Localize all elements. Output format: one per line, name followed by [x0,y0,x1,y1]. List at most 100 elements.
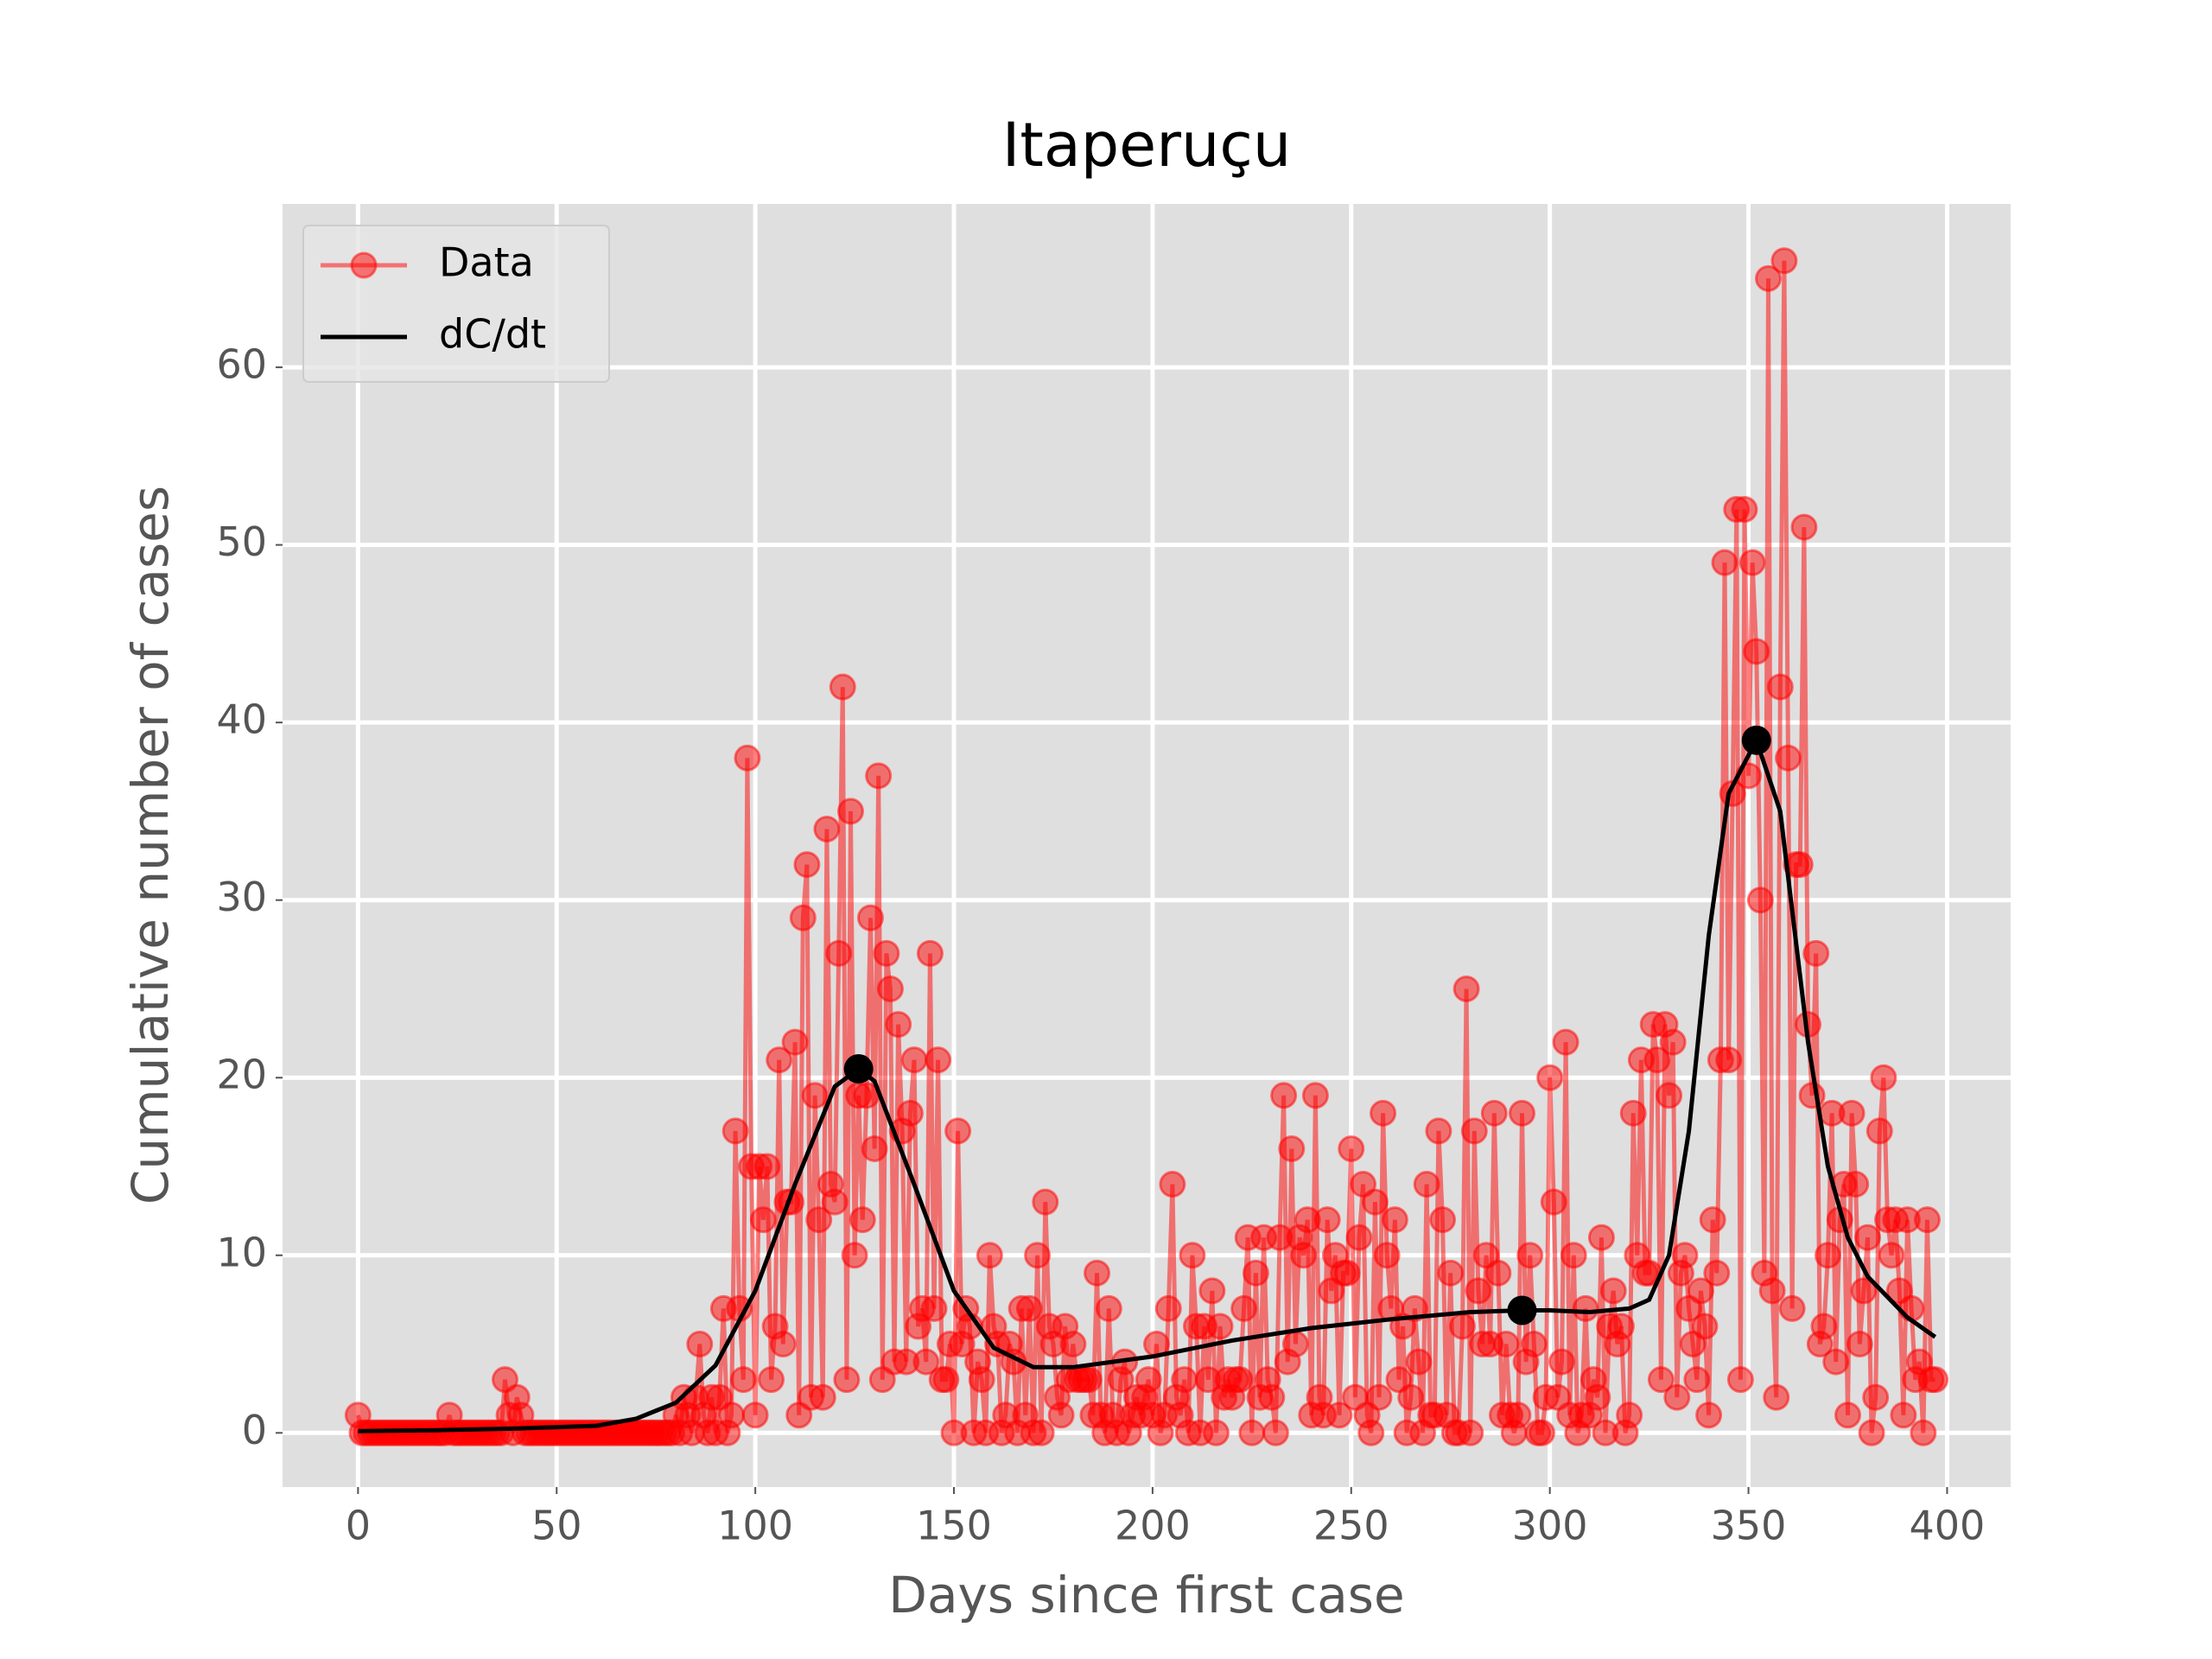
data-point [1480,1099,1508,1127]
data-point [1452,975,1480,1002]
data-point [925,1046,952,1074]
data-point [849,1206,876,1234]
data-point [1373,1242,1401,1269]
data-point [861,1135,888,1162]
data-point [753,1153,781,1180]
data-point [1262,1419,1289,1446]
data-point [1599,1277,1627,1305]
data-point [836,798,864,825]
data-point [1520,1331,1548,1358]
data-point [1775,744,1802,772]
data-point [1913,1206,1941,1234]
data-point [1842,1171,1870,1198]
y-tick-label: 30 [216,874,267,920]
data-point [1135,1366,1162,1394]
data-point [1731,496,1758,524]
data-point [1313,1206,1341,1234]
data-point [1659,1028,1687,1056]
data-point [1671,1242,1699,1269]
data-point [1202,1419,1230,1446]
data-point [1325,1402,1353,1429]
data-point [1616,1402,1643,1429]
data-point [1258,1383,1286,1411]
data-point [1504,1402,1532,1429]
peak-point [1741,725,1771,755]
data-point [721,1117,749,1145]
fit-line [358,734,1937,1433]
data-point [1449,1313,1477,1340]
data-point [1656,1082,1683,1109]
data-point [1397,1383,1425,1411]
data-point [1560,1242,1587,1269]
data-point [1755,264,1783,292]
data-point [1607,1313,1635,1340]
data-point [885,1011,912,1039]
chart-title: Itaperuçu [1002,110,1291,181]
legend-marker [350,251,378,279]
data-point [1897,1294,1925,1322]
data-point [1540,1188,1567,1216]
data-point [749,1206,777,1234]
data-point [825,939,853,967]
data-point [1338,1135,1365,1162]
data-point [944,1117,972,1145]
data-point [1345,1224,1373,1251]
x-tick-label: 350 [1711,1503,1787,1549]
data-point [1429,1206,1457,1234]
data-point [1516,1242,1544,1269]
data-point [1059,1331,1087,1358]
data-point [741,1402,769,1429]
data-point [1536,1064,1564,1091]
x-tick-label: 100 [717,1503,793,1549]
x-tick-label: 150 [916,1503,992,1549]
data-point [841,1242,868,1269]
data-point [1647,1366,1675,1394]
data-point [856,904,884,931]
data-point [833,1366,861,1394]
data-point [1290,1242,1318,1269]
data-point [1572,1294,1599,1322]
data-point [1699,1206,1726,1234]
data-point [1786,851,1814,879]
data-point [1810,1313,1838,1340]
data-point [1858,1419,1885,1446]
y-tick-label: 60 [216,341,267,388]
data-point [1766,673,1794,701]
data-point [1548,1348,1575,1376]
data-point [1206,1313,1234,1340]
x-tick-label: 300 [1512,1503,1588,1549]
data-point [829,673,856,701]
data-point [1484,1259,1512,1287]
data-point [916,939,944,967]
x-axis-label: Days since first case [888,1566,1404,1624]
data-point [1084,1259,1111,1287]
data-point [873,939,900,967]
data-point [1758,1277,1786,1305]
data-point [729,1366,757,1394]
data-point [1465,1277,1492,1305]
data-point [1746,887,1774,914]
data-point [1878,1242,1905,1269]
data-point [865,762,893,790]
data-point [1278,1135,1306,1162]
data-point [1413,1171,1440,1198]
data-point [1405,1348,1433,1376]
data-point [1179,1242,1206,1269]
data-point [1024,1242,1052,1269]
data-point [1890,1402,1917,1429]
data-point [734,744,761,772]
data-point [1853,1224,1881,1251]
y-tick-label: 0 [242,1407,267,1453]
data-point [1763,1383,1790,1411]
data-point [1687,1277,1714,1305]
data-point [1726,1366,1754,1394]
data-point [801,1082,829,1109]
data-point [1866,1117,1893,1145]
x-tick-label: 250 [1313,1503,1389,1549]
data-point [1695,1402,1723,1429]
data-point [758,1366,785,1394]
data-point [821,1188,849,1216]
data-point [813,815,841,842]
data-point [1238,1419,1266,1446]
